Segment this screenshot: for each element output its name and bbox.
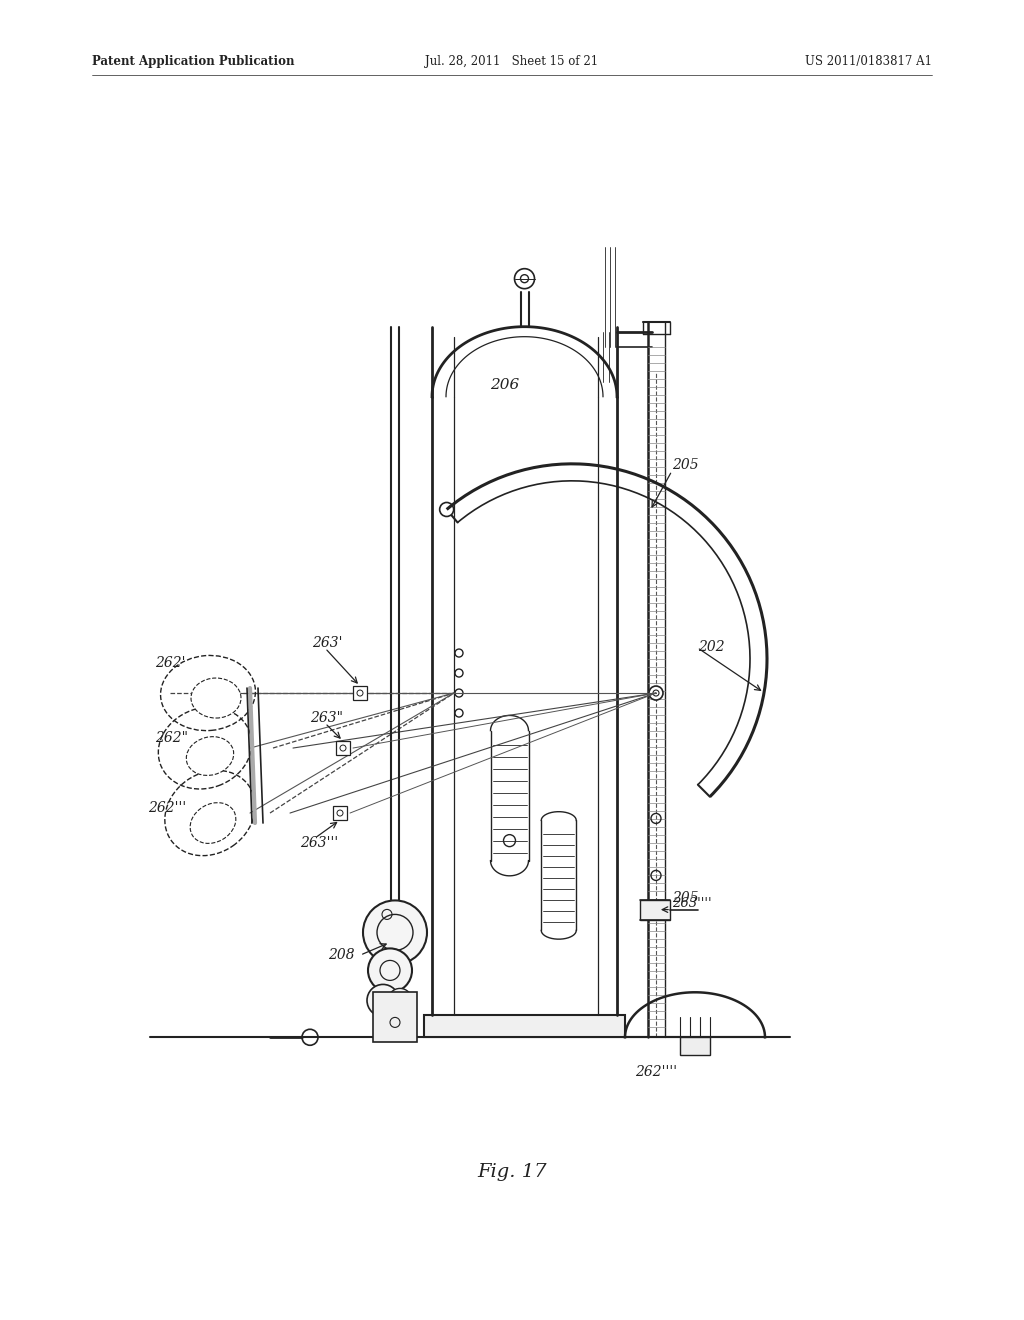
Text: 202: 202 (698, 640, 725, 655)
Circle shape (357, 690, 362, 696)
Text: Patent Application Publication: Patent Application Publication (92, 55, 295, 69)
Circle shape (362, 900, 427, 965)
Circle shape (520, 275, 528, 282)
Bar (353, 686, 367, 700)
Text: 262": 262" (155, 731, 188, 744)
Text: 208: 208 (329, 948, 355, 962)
Text: 263'''': 263'''' (672, 898, 712, 911)
Text: 205: 205 (672, 458, 698, 473)
Circle shape (439, 503, 454, 516)
Text: US 2011/0183817 A1: US 2011/0183817 A1 (805, 55, 932, 69)
Circle shape (388, 989, 412, 1012)
Text: 263''': 263''' (300, 836, 338, 850)
Text: 263": 263" (310, 711, 343, 725)
Bar (640, 900, 670, 920)
Circle shape (649, 686, 663, 700)
Circle shape (653, 690, 659, 696)
Bar (680, 1038, 710, 1055)
Bar (333, 807, 347, 820)
Text: 206: 206 (490, 379, 519, 392)
Circle shape (340, 744, 346, 751)
Text: Fig. 17: Fig. 17 (477, 1163, 547, 1181)
Bar (336, 741, 350, 755)
Ellipse shape (186, 737, 233, 775)
Circle shape (368, 948, 412, 993)
Text: 262''': 262''' (148, 801, 186, 814)
Text: 262': 262' (155, 656, 185, 671)
Text: 262'''': 262'''' (635, 1065, 677, 1080)
Ellipse shape (191, 678, 241, 718)
Circle shape (514, 269, 535, 289)
Text: 263': 263' (312, 636, 342, 649)
Bar (424, 1015, 625, 1038)
Ellipse shape (190, 803, 236, 843)
Circle shape (337, 810, 343, 816)
Circle shape (367, 985, 399, 1016)
Text: Jul. 28, 2011   Sheet 15 of 21: Jul. 28, 2011 Sheet 15 of 21 (425, 55, 599, 69)
Text: 205: 205 (672, 891, 698, 906)
Bar (373, 993, 417, 1043)
